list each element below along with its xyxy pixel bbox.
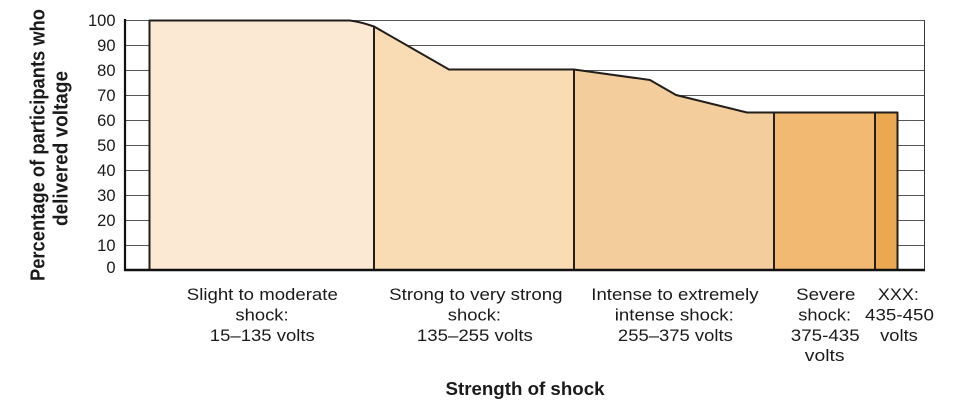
- svg-text:70: 70: [97, 87, 115, 105]
- svg-text:20: 20: [97, 212, 115, 230]
- svg-text:50: 50: [97, 137, 115, 155]
- svg-text:435-450: 435-450: [865, 306, 934, 325]
- svg-text:shock:: shock:: [798, 306, 851, 325]
- svg-text:shock:: shock:: [235, 306, 288, 325]
- svg-text:30: 30: [97, 187, 115, 205]
- svg-text:135–255 volts: 135–255 volts: [417, 326, 533, 345]
- svg-text:Strong to very strong: Strong to very strong: [389, 285, 562, 304]
- svg-text:delivered voltage: delivered voltage: [51, 71, 73, 226]
- svg-text:255–375 volts: 255–375 volts: [618, 326, 733, 345]
- svg-text:40: 40: [97, 162, 115, 180]
- svg-text:volts: volts: [880, 326, 918, 345]
- svg-text:Percentage of participants who: Percentage of participants who: [28, 9, 50, 281]
- svg-text:Intense to extremely: Intense to extremely: [591, 285, 759, 304]
- svg-text:shock:: shock:: [448, 306, 501, 325]
- svg-text:60: 60: [97, 112, 115, 130]
- svg-text:10: 10: [97, 237, 115, 255]
- svg-text:80: 80: [97, 62, 115, 80]
- svg-text:90: 90: [97, 37, 115, 55]
- svg-text:volts: volts: [805, 346, 845, 365]
- svg-text:15–135 volts: 15–135 volts: [210, 326, 315, 345]
- svg-text:100: 100: [88, 12, 116, 30]
- svg-text:375-435: 375-435: [791, 326, 860, 345]
- svg-text:Strength of shock: Strength of shock: [446, 379, 606, 399]
- svg-text:0: 0: [106, 259, 115, 277]
- svg-text:Slight to moderate: Slight to moderate: [187, 285, 338, 304]
- svg-text:Severe: Severe: [796, 285, 855, 304]
- svg-text:XXX:: XXX:: [878, 285, 919, 304]
- svg-text:intense shock:: intense shock:: [615, 306, 734, 325]
